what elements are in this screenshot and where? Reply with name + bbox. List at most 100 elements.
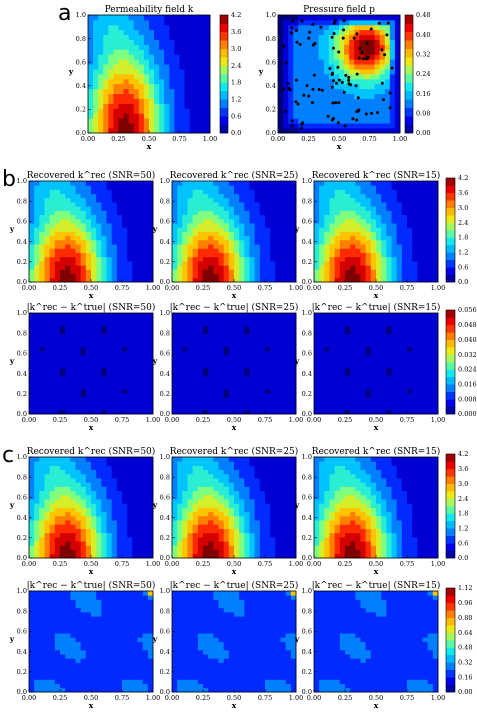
heatmap-cell [244, 355, 250, 360]
heatmap-cell [49, 338, 56, 343]
heatmap-cell [417, 206, 423, 211]
observation-point [284, 110, 288, 113]
observation-point [333, 19, 337, 23]
heatmap-cell [396, 197, 403, 203]
heatmap-cell [381, 269, 387, 274]
heatmap-cell [412, 214, 418, 220]
heatmap-cell [54, 189, 61, 195]
heatmap-cell [228, 265, 235, 270]
heatmap-cell [259, 210, 266, 216]
heatmap-cell [359, 64, 365, 70]
heatmap-cell [143, 98, 150, 104]
heatmap-cell [249, 338, 256, 343]
heatmap-cell [319, 392, 325, 398]
heatmap-cell [169, 29, 175, 36]
heatmap-cell [244, 202, 250, 207]
heatmap-cell [172, 248, 178, 253]
heatmap-cell [143, 118, 150, 124]
heatmap-cell [386, 384, 392, 390]
heatmap-cell [334, 235, 341, 241]
heatmap-cell [228, 239, 235, 245]
heatmap-cell [164, 113, 170, 119]
heatmap-cell [288, 19, 294, 26]
heatmap-cell [259, 265, 266, 270]
heatmap-cell [187, 325, 194, 331]
observation-point [308, 30, 312, 34]
heatmap-cell [259, 384, 266, 390]
heatmap-cell [138, 69, 145, 75]
heatmap-cell [34, 193, 40, 199]
heatmap-cell [147, 193, 154, 199]
heatmap-cell [339, 54, 345, 60]
heatmap-cell [199, 15, 206, 21]
heatmap-cell [177, 334, 183, 339]
heatmap-cell [280, 244, 287, 249]
heatmap-cell [192, 223, 199, 228]
heatmap-cell [318, 34, 325, 40]
heatmap-cell [65, 269, 71, 274]
heatmap-cell [177, 277, 183, 283]
heatmap-cell [122, 376, 128, 381]
heatmap-cell [192, 371, 199, 377]
heatmap-cell [344, 108, 350, 114]
heatmap-cell [407, 239, 413, 245]
heatmap-cell [228, 231, 235, 237]
heatmap-cell [203, 363, 209, 369]
heatmap-cell [44, 313, 51, 318]
heatmap-cell [313, 78, 320, 85]
heatmap-cell [360, 189, 367, 195]
heatmap-cell [265, 388, 271, 394]
heatmap-cell [60, 218, 66, 224]
heatmap-cell [197, 346, 204, 352]
heatmap-cell [334, 338, 341, 343]
heatmap-cell [187, 392, 194, 398]
heatmap-cell [116, 346, 123, 352]
heatmap-cell [381, 214, 387, 220]
heatmap-cell [254, 185, 261, 190]
heatmap-cell [172, 409, 178, 415]
heatmap-cell [345, 371, 351, 377]
heatmap-cell [123, 15, 130, 21]
heatmap-cell [417, 214, 423, 220]
heatmap-cell [401, 252, 408, 258]
heatmap-cell [65, 227, 71, 232]
heatmap-cell [384, 113, 391, 119]
heatmap-cell [298, 64, 304, 70]
heatmap-cell [394, 59, 401, 65]
heatmap-cell [116, 277, 123, 283]
heatmap-cell [360, 193, 367, 199]
heatmap-cell [324, 409, 330, 415]
heatmap-cell [249, 244, 256, 249]
heatmap-cell [159, 39, 165, 45]
heatmap-cell [39, 388, 45, 394]
heatmap-cell [172, 265, 178, 270]
heatmap-cell [244, 256, 250, 262]
observation-point [349, 83, 353, 87]
observation-point [282, 44, 286, 48]
heatmap-cell [128, 24, 135, 31]
heatmap-cell [44, 346, 51, 352]
heatmap-cell [75, 384, 82, 390]
observation-point [340, 81, 344, 84]
heatmap-cell [239, 239, 245, 245]
heatmap-cell [265, 355, 271, 360]
heatmap-cell [65, 334, 71, 339]
heatmap-cell [259, 367, 266, 373]
heatmap-cell [149, 83, 155, 90]
heatmap-cell [339, 273, 346, 279]
heatmap-cell [106, 223, 113, 228]
heatmap-cell [164, 128, 170, 134]
heatmap-cell [339, 227, 346, 232]
heatmap-cell [70, 260, 76, 266]
heatmap-cell [308, 39, 314, 45]
x-tick-label: 0.50 [332, 135, 346, 143]
heatmap-cell [275, 371, 281, 377]
heatmap-cell [204, 54, 211, 60]
heatmap-cell [313, 108, 320, 114]
heatmap-cell [101, 218, 107, 224]
heatmap-cell [369, 44, 375, 50]
heatmap-cell [303, 34, 309, 40]
heatmap-cell [417, 363, 423, 369]
heatmap-cell [228, 193, 235, 199]
heatmap-cell [49, 256, 56, 262]
